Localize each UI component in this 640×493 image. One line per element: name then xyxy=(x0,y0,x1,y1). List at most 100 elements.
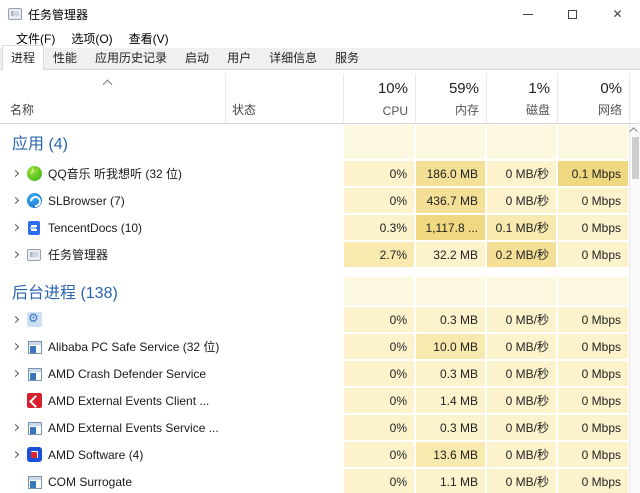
process-row[interactable]: AMD Crash Defender Service 0% 0.3 MB 0 M… xyxy=(0,360,629,387)
vertical-scrollbar[interactable] xyxy=(629,124,640,493)
tab-进程[interactable]: 进程 xyxy=(2,45,45,70)
disk-total-percent[interactable]: 1% xyxy=(528,80,550,97)
expand-chevron-icon[interactable] xyxy=(6,423,24,432)
menu-item[interactable]: 文件(F) xyxy=(16,31,56,46)
minimize-icon xyxy=(522,13,533,15)
expand-chevron-icon[interactable] xyxy=(6,169,24,178)
cpu-cell xyxy=(343,124,415,160)
process-row[interactable]: AMD External Events Client ... 0% 1.4 MB… xyxy=(0,387,629,414)
tab-启动[interactable]: 启动 xyxy=(185,51,210,65)
tab-服务[interactable]: 服务 xyxy=(335,51,360,65)
expand-chevron-icon[interactable] xyxy=(6,250,24,259)
memory-cell: 0.3 MB xyxy=(415,360,486,387)
status-cell xyxy=(225,306,343,333)
process-list: 应用 (4) QQ音乐 听我想听 (32 位) 0% 186.0 MB 0 MB… xyxy=(0,124,640,493)
tab-用户[interactable]: 用户 xyxy=(227,51,252,65)
column-divider xyxy=(629,74,630,123)
minimize-button[interactable] xyxy=(505,0,550,28)
column-name[interactable]: 名称 xyxy=(10,103,35,117)
status-cell xyxy=(225,387,343,414)
process-name: AMD Software (4) xyxy=(48,447,144,462)
status-cell xyxy=(225,214,343,241)
column-divider xyxy=(486,74,487,123)
process-name: COM Surrogate xyxy=(48,474,133,489)
process-row[interactable]: 0% 0.3 MB 0 MB/秒 0 Mbps xyxy=(0,306,629,333)
process-row[interactable]: QQ音乐 听我想听 (32 位) 0% 186.0 MB 0 MB/秒 0.1 … xyxy=(0,160,629,187)
tab-详细信息[interactable]: 详细信息 xyxy=(269,51,318,65)
memory-cell: 436.7 MB xyxy=(415,187,486,214)
memory-cell: 10.0 MB xyxy=(415,333,486,360)
section-label: 后台进程 (138) xyxy=(12,285,118,302)
tab-应用历史记录[interactable]: 应用历史记录 xyxy=(95,51,168,65)
cpu-cell: 0% xyxy=(343,360,415,387)
network-cell: 0 Mbps xyxy=(557,214,629,241)
column-memory[interactable]: 内存 xyxy=(454,103,479,117)
network-cell: 0 Mbps xyxy=(557,187,629,214)
memory-cell xyxy=(415,276,486,306)
process-row[interactable]: AMD External Events Service ... 0% 0.3 M… xyxy=(0,414,629,441)
network-cell: 0 Mbps xyxy=(557,414,629,441)
menu-bar: 文件(F) 选项(O) 查看(V) xyxy=(0,28,640,48)
disk-cell: 0.2 MB/秒 xyxy=(486,241,557,268)
scroll-up-icon[interactable] xyxy=(630,124,640,136)
status-cell xyxy=(225,241,343,268)
qq-music-icon xyxy=(26,166,42,181)
process-row[interactable]: SLBrowser (7) 0% 436.7 MB 0 MB/秒 0 Mbps xyxy=(0,187,629,214)
status-cell xyxy=(225,124,343,160)
expand-chevron-icon[interactable] xyxy=(6,398,24,403)
disk-cell: 0 MB/秒 xyxy=(486,468,557,493)
network-cell: 0 Mbps xyxy=(557,468,629,493)
expand-chevron-icon[interactable] xyxy=(6,315,24,324)
network-cell xyxy=(557,124,629,160)
cpu-cell: 2.7% xyxy=(343,241,415,268)
cpu-cell: 0% xyxy=(343,468,415,493)
network-cell: 0 Mbps xyxy=(557,387,629,414)
disk-cell xyxy=(486,276,557,306)
taskmgr-icon xyxy=(27,248,41,261)
column-cpu[interactable]: CPU xyxy=(382,104,408,118)
expand-chevron-icon[interactable] xyxy=(6,223,24,232)
gear-icon xyxy=(26,311,42,327)
tab-性能[interactable]: 性能 xyxy=(53,51,78,65)
expand-chevron-icon[interactable] xyxy=(6,342,24,351)
network-cell: 0 Mbps xyxy=(557,441,629,468)
disk-cell: 0 MB/秒 xyxy=(486,414,557,441)
process-row[interactable]: Alibaba PC Safe Service (32 位) 0% 10.0 M… xyxy=(0,333,629,360)
process-row[interactable]: AMD Software (4) 0% 13.6 MB 0 MB/秒 0 Mbp… xyxy=(0,441,629,468)
cpu-total-percent[interactable]: 10% xyxy=(377,80,408,97)
memory-cell: 0.3 MB xyxy=(415,414,486,441)
cpu-cell: 0% xyxy=(343,441,415,468)
memory-total-percent[interactable]: 59% xyxy=(448,80,479,97)
network-cell: 0 Mbps xyxy=(557,241,629,268)
slbrowser-icon xyxy=(26,193,42,208)
close-button[interactable]: ✕ xyxy=(595,0,640,28)
scrollbar-thumb[interactable] xyxy=(632,137,639,179)
disk-cell: 0 MB/秒 xyxy=(486,387,557,414)
process-row[interactable]: 任务管理器 2.7% 32.2 MB 0.2 MB/秒 0 Mbps xyxy=(0,241,629,268)
network-total-percent[interactable]: 0% xyxy=(600,80,622,97)
section-header-row[interactable]: 应用 (4) xyxy=(0,124,629,160)
cpu-cell: 0% xyxy=(343,333,415,360)
column-divider xyxy=(415,74,416,123)
process-name: AMD External Events Service ... xyxy=(48,420,219,435)
menu-item[interactable]: 查看(V) xyxy=(128,31,169,46)
expand-chevron-icon[interactable] xyxy=(6,479,24,484)
exe-window-icon xyxy=(27,367,42,381)
task-manager-icon xyxy=(8,8,22,20)
column-network[interactable]: 网络 xyxy=(597,103,622,117)
process-name: 任务管理器 xyxy=(48,248,109,262)
menu-item[interactable]: 选项(O) xyxy=(71,31,113,46)
expand-chevron-icon[interactable] xyxy=(6,196,24,205)
column-header: 名称 状态 10% CPU 59% 内存 1% 磁盘 0% 网络 xyxy=(0,70,640,124)
status-cell xyxy=(225,441,343,468)
process-row[interactable]: TencentDocs (10) 0.3% 1,117.8 ... 0.1 MB… xyxy=(0,214,629,241)
cpu-cell: 0.3% xyxy=(343,214,415,241)
expand-chevron-icon[interactable] xyxy=(6,369,24,378)
expand-chevron-icon[interactable] xyxy=(6,450,24,459)
process-row[interactable]: COM Surrogate 0% 1.1 MB 0 MB/秒 0 Mbps xyxy=(0,468,629,493)
cpu-cell: 0% xyxy=(343,414,415,441)
column-disk[interactable]: 磁盘 xyxy=(525,103,550,117)
column-status[interactable]: 状态 xyxy=(232,103,257,117)
maximize-button[interactable] xyxy=(550,0,595,28)
section-header-row[interactable]: 后台进程 (138) xyxy=(0,276,629,306)
